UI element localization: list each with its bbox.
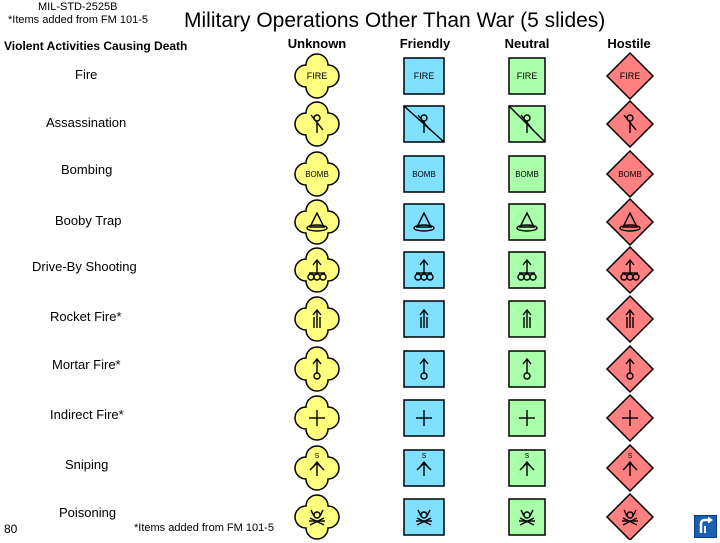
bomb-text-neutral-symbol: BOMB: [508, 155, 546, 193]
rocket-fire-icon-unknown-symbol: [294, 296, 340, 342]
rocket-fire-icon-friendly-symbol: [403, 300, 445, 338]
poisoning-icon-unknown-symbol: [294, 494, 340, 540]
row-label-mortar-fire: Mortar Fire*: [52, 357, 121, 372]
svg-text:S: S: [628, 453, 633, 460]
booby-trap-icon-hostile-symbol: [605, 197, 655, 247]
drive-by-shooting-icon-neutral-symbol: [508, 251, 546, 289]
return-arrow-icon: [694, 515, 717, 538]
fire-text-friendly-symbol: FIRE: [403, 57, 445, 95]
column-header-unknown: Unknown: [287, 36, 347, 51]
header-note: *Items added from FM 101-5: [8, 14, 149, 26]
row-label-assassination: Assassination: [46, 115, 127, 130]
mortar-fire-icon-hostile-symbol: [605, 344, 655, 394]
svg-text:BOMB: BOMB: [412, 170, 436, 179]
mortar-fire-icon-neutral-symbol: [508, 350, 546, 388]
booby-trap-icon-neutral-symbol: [508, 203, 546, 241]
sniping-icon-unknown-symbol: S: [294, 445, 340, 491]
indirect-fire-icon-unknown-symbol: [294, 395, 340, 441]
svg-text:FIRE: FIRE: [307, 71, 328, 81]
row-label-booby-trap: Booby Trap: [55, 213, 122, 228]
fire-text-hostile-symbol: FIRE: [605, 51, 655, 101]
assassination-icon-friendly-symbol: [403, 105, 445, 143]
standard-label: MIL-STD-2525B: [38, 1, 118, 13]
sniping-icon-hostile-symbol: S: [605, 443, 655, 493]
indirect-fire-icon-hostile-symbol: [605, 393, 655, 443]
booby-trap-icon-unknown-symbol: [294, 199, 340, 245]
row-label-indirect-fire: Indirect Fire*: [50, 407, 124, 422]
row-label-drive-by-shooting: Drive-By Shooting: [32, 259, 137, 274]
assassination-icon-hostile-symbol: [605, 99, 655, 149]
section-title: Violent Activities Causing Death: [4, 39, 188, 53]
assassination-icon-unknown-symbol: [294, 101, 340, 147]
column-header-hostile: Hostile: [607, 36, 651, 51]
svg-text:S: S: [315, 453, 320, 460]
poisoning-icon-neutral-symbol: [508, 498, 546, 536]
svg-text:S: S: [525, 453, 530, 460]
svg-text:FIRE: FIRE: [517, 71, 538, 81]
rocket-fire-icon-hostile-symbol: [605, 294, 655, 344]
page-title: Military Operations Other Than War (5 sl…: [184, 9, 606, 32]
row-label-bombing: Bombing: [61, 162, 113, 177]
svg-text:BOMB: BOMB: [515, 170, 539, 179]
poisoning-icon-friendly-symbol: [403, 498, 445, 536]
sniping-icon-neutral-symbol: S: [508, 449, 546, 487]
bomb-text-hostile-symbol: BOMB: [605, 149, 655, 199]
svg-text:BOMB: BOMB: [618, 170, 642, 179]
drive-by-shooting-icon-friendly-symbol: [403, 251, 445, 289]
bomb-text-friendly-symbol: BOMB: [403, 155, 445, 193]
column-header-friendly: Friendly: [399, 36, 451, 51]
row-label-sniping: Sniping: [65, 457, 109, 472]
column-header-neutral: Neutral: [504, 36, 550, 51]
svg-text:FIRE: FIRE: [414, 71, 435, 81]
poisoning-icon-hostile-symbol: [605, 492, 655, 540]
sniping-icon-friendly-symbol: S: [403, 449, 445, 487]
row-label-fire: Fire: [75, 67, 98, 82]
mortar-fire-icon-unknown-symbol: [294, 346, 340, 392]
row-label-poisoning: Poisoning: [59, 505, 117, 520]
booby-trap-icon-friendly-symbol: [403, 203, 445, 241]
drive-by-shooting-icon-unknown-symbol: [294, 247, 340, 293]
svg-text:BOMB: BOMB: [305, 170, 329, 179]
indirect-fire-icon-friendly-symbol: [403, 399, 445, 437]
page-number: 80: [4, 522, 18, 536]
fire-text-neutral-symbol: FIRE: [508, 57, 546, 95]
assassination-icon-neutral-symbol: [508, 105, 546, 143]
svg-text:FIRE: FIRE: [620, 71, 641, 81]
indirect-fire-icon-neutral-symbol: [508, 399, 546, 437]
drive-by-shooting-icon-hostile-symbol: [605, 245, 655, 295]
svg-text:S: S: [422, 453, 427, 460]
mortar-fire-icon-friendly-symbol: [403, 350, 445, 388]
bomb-text-unknown-symbol: BOMB: [294, 151, 340, 197]
row-label-rocket-fire: Rocket Fire*: [50, 309, 122, 324]
footnote: *Items added from FM 101-5: [134, 522, 275, 534]
return-button[interactable]: [694, 515, 717, 538]
fire-text-unknown-symbol: FIRE: [294, 53, 340, 99]
rocket-fire-icon-neutral-symbol: [508, 300, 546, 338]
